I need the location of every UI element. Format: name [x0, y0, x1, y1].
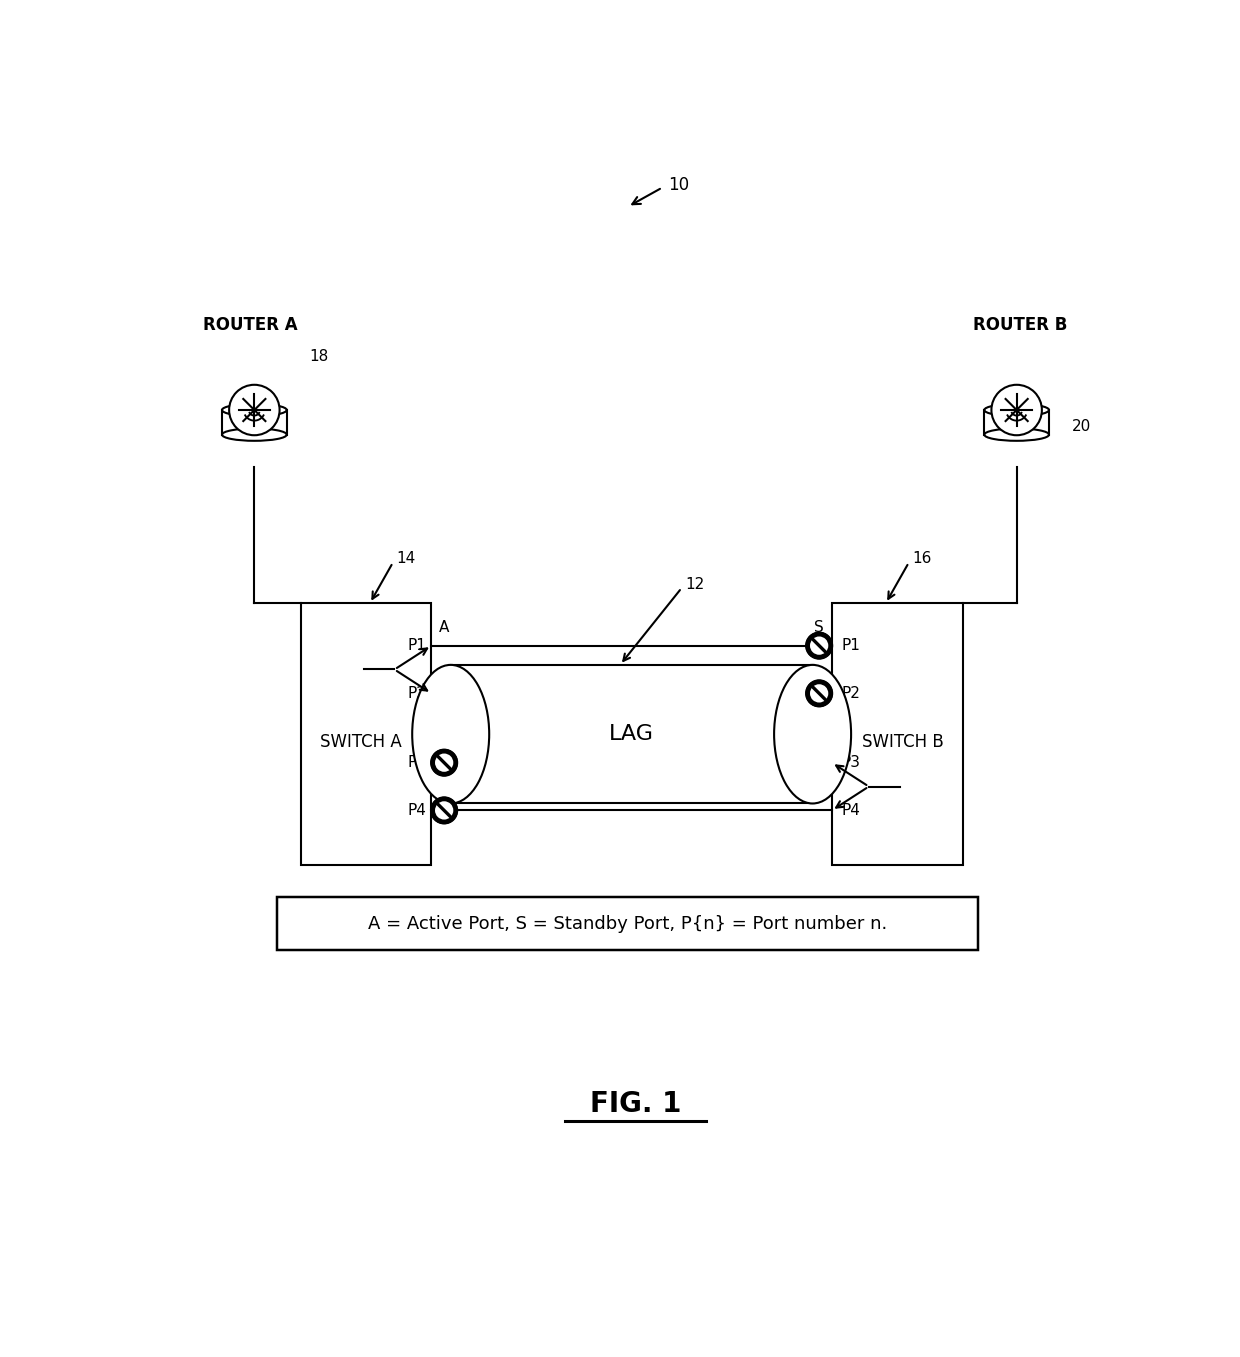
- Text: ROUTER A: ROUTER A: [203, 316, 298, 334]
- Text: P4: P4: [841, 803, 861, 818]
- Text: A: A: [439, 668, 450, 683]
- Bar: [278, 897, 978, 950]
- Text: P1: P1: [408, 638, 427, 653]
- Text: A: A: [439, 620, 450, 635]
- Text: 12: 12: [686, 577, 704, 592]
- Bar: [300, 604, 432, 864]
- Text: FIG. 1: FIG. 1: [590, 1090, 681, 1118]
- Circle shape: [810, 636, 828, 655]
- Text: SWITCH A: SWITCH A: [320, 733, 402, 750]
- Text: P2: P2: [408, 685, 427, 700]
- Circle shape: [229, 385, 279, 436]
- Ellipse shape: [774, 665, 851, 803]
- Text: SWITCH B: SWITCH B: [862, 733, 944, 750]
- Text: ROUTER B: ROUTER B: [973, 316, 1068, 334]
- Text: S: S: [439, 786, 449, 801]
- Text: A: A: [813, 737, 825, 753]
- Text: 14: 14: [397, 551, 417, 566]
- Circle shape: [992, 385, 1042, 436]
- Bar: [450, 665, 812, 803]
- Text: P3: P3: [408, 754, 427, 771]
- Text: S: S: [815, 668, 825, 683]
- Ellipse shape: [222, 404, 286, 417]
- Text: A: A: [813, 786, 825, 801]
- Circle shape: [435, 801, 454, 820]
- Circle shape: [810, 684, 828, 703]
- Bar: [832, 604, 962, 864]
- Text: LAG: LAG: [609, 725, 655, 744]
- Circle shape: [432, 798, 456, 824]
- Text: P2: P2: [841, 685, 861, 700]
- Ellipse shape: [985, 404, 1049, 417]
- Circle shape: [432, 750, 456, 775]
- Circle shape: [806, 632, 832, 658]
- Text: A = Active Port, S = Standby Port, P{n} = Port number n.: A = Active Port, S = Standby Port, P{n} …: [368, 915, 888, 932]
- Text: S: S: [815, 620, 825, 635]
- Text: 16: 16: [913, 551, 932, 566]
- Text: 20: 20: [1073, 419, 1091, 434]
- Circle shape: [806, 681, 832, 706]
- Circle shape: [435, 753, 454, 772]
- Text: 10: 10: [668, 176, 689, 194]
- Text: S: S: [439, 737, 449, 753]
- Text: P4: P4: [408, 803, 427, 818]
- Text: P3: P3: [841, 754, 861, 771]
- Text: P1: P1: [841, 638, 861, 653]
- Text: 18: 18: [310, 349, 329, 365]
- Ellipse shape: [412, 665, 490, 803]
